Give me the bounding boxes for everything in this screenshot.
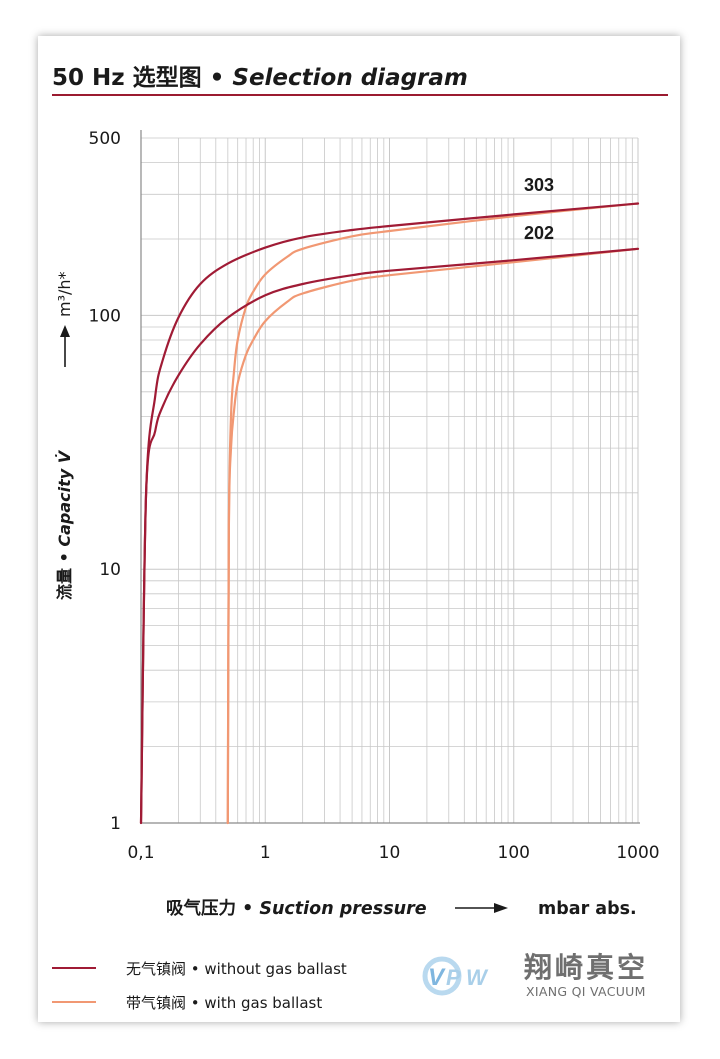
x-tick-label: 10: [379, 843, 401, 863]
legend-label-without-gas-ballast: 无气镇阀 • without gas ballast: [126, 960, 347, 978]
svg-text:V: V: [428, 964, 446, 991]
grid: [140, 137, 639, 824]
legend-label-with-gas-ballast: 带气镇阀 • with gas ballast: [126, 994, 323, 1012]
legend-swatch-with-gas-ballast: [52, 1001, 96, 1003]
svg-text:P: P: [446, 965, 461, 990]
series-line-303-with-gas-ballast: [226, 202, 640, 825]
y-axis-title-en: Capacity V̇: [55, 449, 74, 546]
y-axis-arrow-head: [60, 325, 70, 337]
x-axis-unit: mbar abs.: [538, 899, 637, 919]
y-tick-label: 100: [89, 306, 121, 326]
svg-text:流量 • Capacity V̇: 流量 • Capacity V̇: [55, 449, 74, 600]
x-axis-title-en: Suction pressure: [259, 899, 426, 919]
axes: 0,1 1 10 100 1000 1 10 100 500: [89, 129, 660, 863]
y-tick-label: 500: [89, 129, 121, 149]
x-tick-label: 1: [260, 843, 271, 863]
x-axis-title-cn: 吸气压力 •: [166, 898, 259, 919]
chart-labels: 303 202 流量 • Capacity V̇ m³/h* 吸气压力 • Su…: [55, 175, 637, 919]
y-axis-title-cn: 流量 •: [55, 547, 74, 600]
y-tick-label: 1: [110, 814, 121, 834]
legend: 无气镇阀 • without gas ballast 带气镇阀 • with g…: [52, 955, 432, 1025]
y-axis-title: 流量 • Capacity V̇ m³/h*: [55, 271, 74, 600]
y-axis-unit: m³/h*: [55, 271, 74, 317]
series-line-202-without-gas-ballast: [139, 247, 640, 825]
title-italic: Selection diagram: [232, 65, 468, 91]
x-tick-label: 100: [498, 843, 530, 863]
series-line-202-with-gas-ballast: [226, 247, 640, 825]
company-logo: V P W 翔崎真空 XIANG QI VACUUM: [420, 940, 670, 1010]
page-title: 50 Hz 选型图 • Selection diagram: [52, 58, 468, 92]
curve-label-303: 303: [524, 175, 554, 195]
legend-swatch-without-gas-ballast: [52, 967, 96, 969]
svg-text:W: W: [466, 965, 489, 990]
diagram-header: 50 Hz 选型图 • Selection diagram: [52, 58, 668, 96]
logo-text-en: XIANG QI VACUUM: [526, 984, 646, 999]
curve-label-202: 202: [524, 223, 554, 243]
y-tick-label: 10: [99, 560, 121, 580]
x-tick-label: 0,1: [127, 843, 154, 863]
vpw-logo-icon: V P W: [422, 956, 489, 996]
x-axis-arrow-head: [494, 903, 508, 913]
logo-text-cn: 翔崎真空: [524, 951, 649, 984]
x-axis-title: 吸气压力 • Suction pressure: [166, 898, 427, 919]
series: [139, 202, 640, 825]
x-tick-label: 1000: [616, 843, 659, 863]
title-prefix: 50 Hz 选型图 •: [52, 65, 233, 91]
